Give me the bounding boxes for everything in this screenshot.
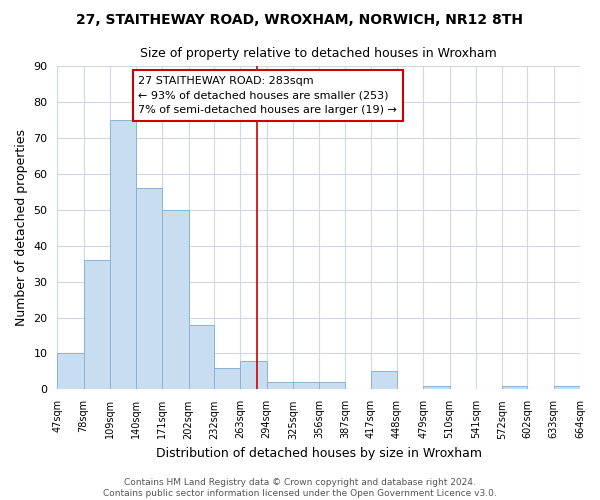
Bar xyxy=(241,360,266,390)
Bar xyxy=(554,386,580,390)
Bar xyxy=(58,354,83,390)
Text: Contains HM Land Registry data © Crown copyright and database right 2024.
Contai: Contains HM Land Registry data © Crown c… xyxy=(103,478,497,498)
Bar xyxy=(319,382,346,390)
Bar xyxy=(163,210,188,390)
Bar xyxy=(214,368,241,390)
Title: Size of property relative to detached houses in Wroxham: Size of property relative to detached ho… xyxy=(140,48,497,60)
Text: 27, STAITHEWAY ROAD, WROXHAM, NORWICH, NR12 8TH: 27, STAITHEWAY ROAD, WROXHAM, NORWICH, N… xyxy=(77,12,523,26)
Bar xyxy=(424,386,449,390)
Bar xyxy=(266,382,293,390)
X-axis label: Distribution of detached houses by size in Wroxham: Distribution of detached houses by size … xyxy=(156,447,482,460)
Bar xyxy=(110,120,136,390)
Bar xyxy=(188,324,214,390)
Bar xyxy=(136,188,163,390)
Text: 27 STAITHEWAY ROAD: 283sqm
← 93% of detached houses are smaller (253)
7% of semi: 27 STAITHEWAY ROAD: 283sqm ← 93% of deta… xyxy=(139,76,397,115)
Bar xyxy=(371,372,397,390)
Y-axis label: Number of detached properties: Number of detached properties xyxy=(15,129,28,326)
Bar xyxy=(293,382,319,390)
Bar xyxy=(502,386,527,390)
Bar xyxy=(83,260,110,390)
